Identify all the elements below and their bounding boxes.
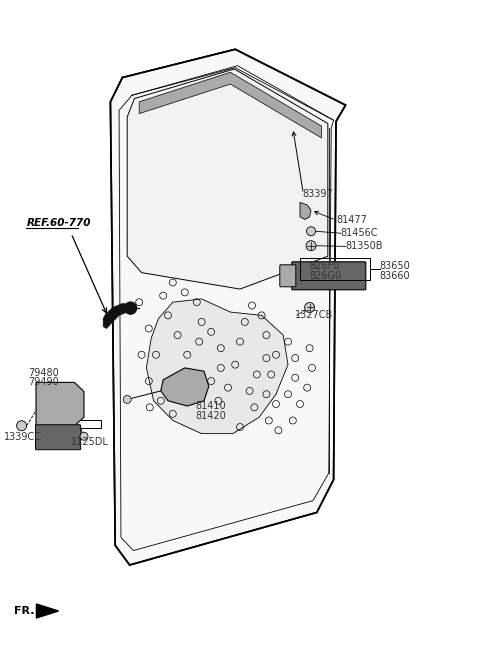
Circle shape bbox=[306, 240, 316, 251]
Polygon shape bbox=[161, 368, 209, 406]
Text: REF.60-770: REF.60-770 bbox=[26, 218, 91, 229]
Text: 81477: 81477 bbox=[336, 215, 367, 225]
FancyBboxPatch shape bbox=[292, 261, 366, 290]
Text: 83397: 83397 bbox=[302, 189, 333, 199]
Text: 83650: 83650 bbox=[379, 261, 410, 271]
Text: 83660: 83660 bbox=[379, 271, 410, 281]
Text: 79480: 79480 bbox=[28, 368, 59, 378]
Text: 79490: 79490 bbox=[28, 377, 59, 388]
FancyBboxPatch shape bbox=[280, 265, 296, 287]
Circle shape bbox=[80, 432, 88, 440]
Bar bbox=[300, 258, 370, 279]
Text: 81456C: 81456C bbox=[341, 228, 378, 238]
Polygon shape bbox=[110, 49, 346, 565]
Polygon shape bbox=[36, 604, 59, 618]
Circle shape bbox=[307, 227, 315, 236]
Polygon shape bbox=[139, 72, 322, 138]
Circle shape bbox=[17, 420, 26, 431]
Text: 1327CB: 1327CB bbox=[295, 310, 334, 321]
FancyBboxPatch shape bbox=[36, 424, 81, 450]
Text: 1125DL: 1125DL bbox=[71, 436, 109, 447]
Text: 826F0: 826F0 bbox=[310, 261, 340, 271]
Polygon shape bbox=[127, 69, 328, 289]
Text: 81410: 81410 bbox=[196, 401, 227, 411]
Polygon shape bbox=[146, 299, 288, 434]
Polygon shape bbox=[300, 202, 311, 219]
Circle shape bbox=[123, 396, 131, 403]
Text: FR.: FR. bbox=[14, 606, 35, 616]
Circle shape bbox=[305, 302, 314, 313]
Polygon shape bbox=[36, 382, 84, 426]
Text: 81350B: 81350B bbox=[346, 241, 383, 252]
Text: 1339CC: 1339CC bbox=[4, 432, 42, 442]
Polygon shape bbox=[103, 304, 131, 328]
Circle shape bbox=[125, 302, 136, 314]
Text: 826G0: 826G0 bbox=[310, 271, 342, 281]
Text: 81420: 81420 bbox=[196, 411, 227, 421]
